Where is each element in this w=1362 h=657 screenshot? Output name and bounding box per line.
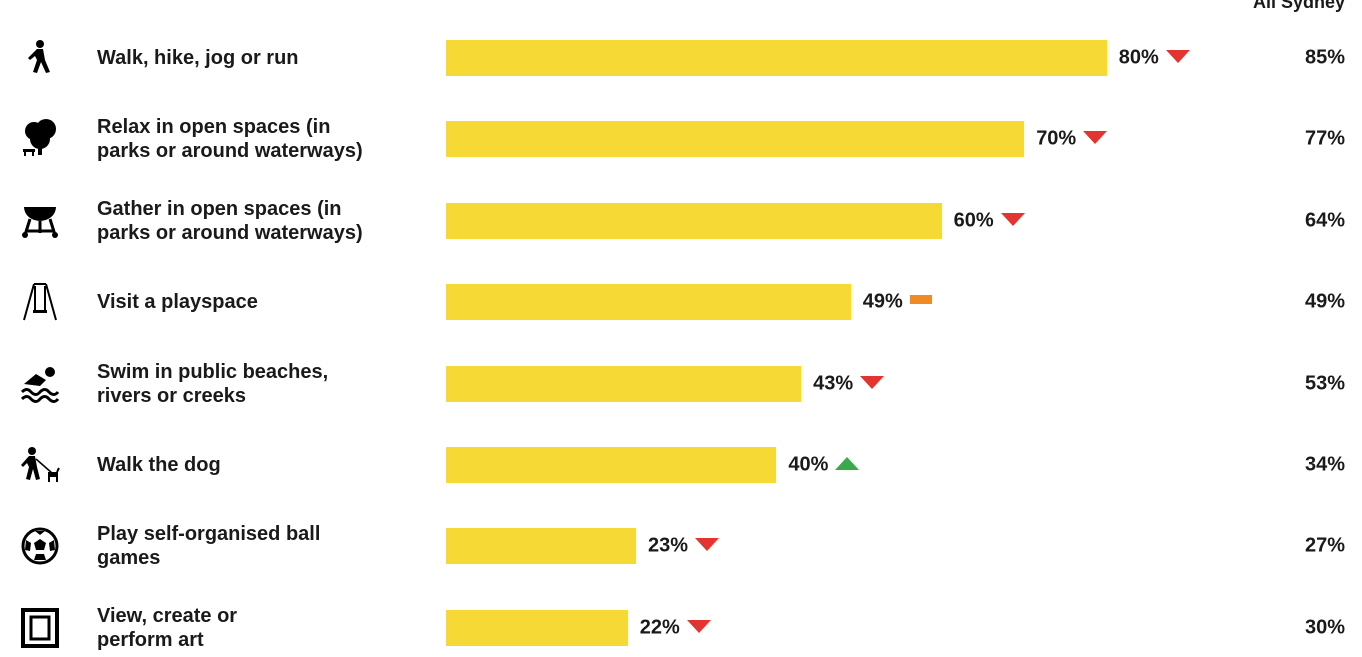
value-label: 43%	[813, 372, 854, 395]
comparison-value: 27%	[1304, 534, 1345, 557]
activity-icon	[23, 119, 56, 157]
category-label: View, create or perform art	[97, 604, 238, 651]
bar	[446, 202, 942, 239]
value-label: 80%	[1118, 46, 1159, 69]
comparison-value: 30%	[1304, 616, 1345, 639]
trend-down	[686, 619, 711, 633]
trend-down	[1000, 212, 1025, 226]
activity-icon	[21, 527, 59, 565]
trend-down	[1083, 131, 1108, 145]
activity-icon	[22, 206, 58, 238]
trend-flat	[909, 295, 932, 305]
bar	[446, 447, 777, 483]
comparison-header: All Sydney	[1252, 0, 1345, 12]
comparison-value: 64%	[1304, 209, 1345, 232]
comparison-value: 53%	[1304, 372, 1345, 395]
value-label: 70%	[1036, 127, 1077, 150]
activity-icon	[21, 607, 59, 648]
comparison-value: 77%	[1304, 127, 1345, 150]
activity-icon	[21, 447, 60, 482]
category-label: Play self-organised ball games	[97, 523, 321, 570]
comparison-value: 49%	[1304, 290, 1345, 313]
comparison-value: 34%	[1304, 453, 1345, 476]
value-label: 22%	[639, 616, 680, 639]
bar	[446, 40, 1107, 76]
bar	[446, 121, 1025, 158]
comparison-value: 85%	[1304, 46, 1345, 69]
category-label: Visit a playspace	[97, 291, 258, 314]
activity-icon	[20, 366, 60, 403]
activity-icon	[28, 40, 50, 73]
trend-down	[860, 375, 885, 389]
trend-down	[695, 538, 719, 552]
bar	[446, 365, 802, 402]
activity-icon	[23, 283, 57, 321]
value-label: 49%	[862, 290, 903, 313]
value-label: 60%	[953, 209, 994, 232]
value-label: 23%	[647, 534, 688, 557]
trend-down	[1165, 50, 1190, 63]
category-label: Walk the dog	[97, 454, 221, 476]
bar	[446, 284, 851, 321]
trend-up	[835, 457, 860, 470]
bar	[446, 609, 628, 646]
category-label: Swim in public beaches, rivers or creeks	[97, 360, 329, 407]
value-label: 40%	[788, 453, 829, 476]
category-label: Relax in open spaces (in parks or around…	[97, 116, 363, 163]
category-label: Walk, hike, jog or run	[97, 47, 299, 69]
category-label: Gather in open spaces (in parks or aroun…	[97, 197, 363, 244]
bar	[446, 528, 636, 565]
